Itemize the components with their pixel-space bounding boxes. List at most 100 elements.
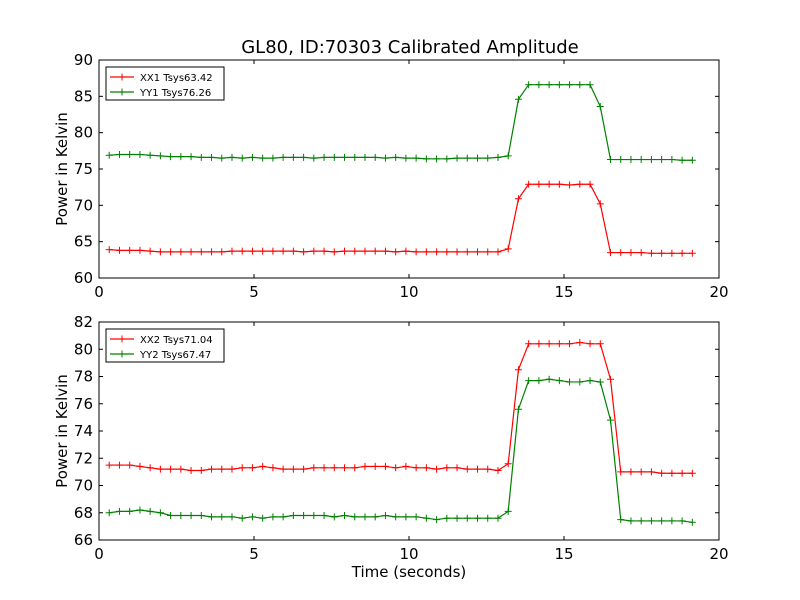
- legend-label: YY1 Tsys76.26: [139, 88, 211, 99]
- data-point: [218, 465, 226, 473]
- data-point: [463, 465, 471, 473]
- data-point: [381, 511, 389, 519]
- data-point: [238, 464, 246, 472]
- y-tick-label: 85: [74, 87, 93, 105]
- data-point: [279, 513, 287, 521]
- data-point: [545, 340, 553, 348]
- legend-box: [105, 328, 225, 363]
- data-point: [688, 518, 696, 526]
- y-tick-label: 80: [74, 124, 93, 142]
- data-point: [545, 81, 553, 89]
- data-point: [545, 375, 553, 383]
- data-point: [637, 517, 645, 525]
- data-point: [300, 465, 308, 473]
- data-point: [351, 513, 359, 521]
- data-point: [341, 247, 349, 255]
- data-point: [187, 153, 195, 161]
- data-point: [115, 507, 123, 515]
- data-point: [392, 513, 400, 521]
- data-point: [566, 378, 574, 386]
- data-point: [627, 156, 635, 164]
- data-point: [596, 200, 604, 208]
- data-point: [330, 464, 338, 472]
- figure-title: GL80, ID:70303 Calibrated Amplitude: [241, 37, 579, 58]
- y-tick-label: 78: [74, 368, 93, 386]
- data-point: [525, 377, 533, 385]
- data-point: [197, 248, 205, 256]
- data-point: [627, 249, 635, 257]
- data-point: [678, 249, 686, 257]
- data-point: [269, 513, 277, 521]
- data-point: [617, 516, 625, 524]
- y-tick-label: 76: [74, 395, 93, 413]
- data-point: [105, 151, 113, 159]
- legend-box: [105, 66, 225, 101]
- data-point: [607, 375, 614, 383]
- data-point: [228, 247, 236, 255]
- data-point: [535, 180, 543, 188]
- data-point: [596, 378, 604, 386]
- subplot-1: 0 5 10 15 20 60 65 70 75 80 85 90 Power in Kelvin XX1…: [53, 51, 729, 301]
- data-point: [494, 467, 502, 475]
- x-tick-label: 15: [554, 545, 573, 563]
- data-point: [514, 95, 522, 103]
- data-point: [637, 249, 645, 257]
- data-point: [371, 153, 379, 161]
- data-point: [126, 461, 134, 469]
- data-point: [433, 465, 441, 473]
- data-point: [330, 153, 338, 161]
- data-point: [136, 506, 144, 514]
- data-point: [156, 152, 164, 160]
- data-point: [392, 464, 400, 472]
- data-point: [187, 467, 195, 475]
- data-point: [586, 377, 594, 385]
- y-tick-label: 72: [74, 449, 93, 467]
- data-point: [126, 507, 134, 515]
- data-point: [371, 513, 379, 521]
- data-point: [156, 465, 164, 473]
- data-point: [197, 467, 205, 475]
- data-point: [535, 81, 543, 89]
- data-point: [504, 507, 512, 515]
- data-point: [402, 247, 410, 255]
- data-point: [494, 153, 502, 161]
- data-point: [392, 248, 400, 256]
- data-point: [105, 509, 113, 517]
- data-point: [453, 464, 461, 472]
- data-point: [443, 248, 451, 256]
- data-point: [494, 514, 502, 522]
- data-point: [248, 153, 256, 161]
- data-point: [678, 469, 686, 477]
- data-point: [412, 248, 420, 256]
- x-tick-label: 20: [709, 545, 728, 563]
- data-point: [361, 513, 369, 521]
- data-point: [617, 156, 625, 164]
- data-point: [228, 513, 236, 521]
- data-point: [412, 154, 420, 162]
- data-point: [197, 511, 205, 519]
- data-point: [504, 152, 512, 160]
- data-point: [115, 246, 123, 254]
- data-point: [535, 340, 543, 348]
- data-point: [177, 465, 185, 473]
- data-point: [525, 81, 533, 89]
- data-point: [586, 340, 594, 348]
- data-point: [320, 464, 328, 472]
- data-point: [647, 517, 655, 525]
- data-point: [596, 340, 604, 348]
- y-tick-label: 75: [74, 160, 93, 178]
- data-point: [484, 514, 492, 522]
- x-tick-label: 0: [94, 545, 104, 563]
- data-point: [208, 153, 216, 161]
- data-point: [617, 249, 625, 257]
- data-point: [197, 153, 205, 161]
- data-point: [320, 153, 328, 161]
- data-point: [555, 377, 563, 385]
- data-point: [259, 514, 267, 522]
- data-point: [688, 249, 696, 257]
- series-1-1: [105, 180, 696, 257]
- data-point: [555, 81, 563, 89]
- data-point: [371, 462, 379, 470]
- data-point: [555, 180, 563, 188]
- data-point: [351, 464, 359, 472]
